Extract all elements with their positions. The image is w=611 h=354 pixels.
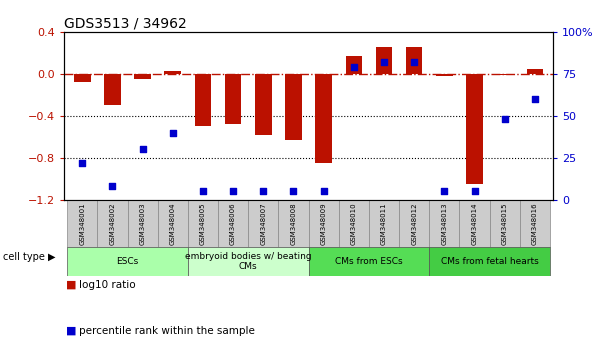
Text: GSM348005: GSM348005 — [200, 202, 206, 245]
Text: GSM348014: GSM348014 — [472, 202, 478, 245]
Text: GSM348015: GSM348015 — [502, 202, 508, 245]
Bar — [520, 200, 550, 247]
Bar — [369, 200, 399, 247]
Text: CMs from ESCs: CMs from ESCs — [335, 257, 403, 266]
Bar — [97, 200, 128, 247]
Bar — [188, 247, 309, 276]
Bar — [134, 74, 151, 79]
Bar — [188, 200, 218, 247]
Text: GSM348001: GSM348001 — [79, 202, 86, 245]
Point — [78, 160, 87, 166]
Text: percentile rank within the sample: percentile rank within the sample — [79, 326, 255, 336]
Text: GSM348011: GSM348011 — [381, 202, 387, 245]
Bar — [67, 200, 97, 247]
Point — [137, 147, 147, 152]
Bar — [158, 200, 188, 247]
Point — [439, 189, 449, 194]
Bar — [406, 47, 422, 74]
Text: GSM348006: GSM348006 — [230, 202, 236, 245]
Bar — [436, 74, 453, 76]
Point — [470, 189, 480, 194]
Point — [349, 64, 359, 70]
Bar — [459, 200, 489, 247]
Bar — [128, 200, 158, 247]
Bar — [225, 74, 241, 124]
Text: GSM348010: GSM348010 — [351, 202, 357, 245]
Bar — [430, 200, 459, 247]
Text: GSM348004: GSM348004 — [170, 202, 176, 245]
Text: log10 ratio: log10 ratio — [79, 280, 136, 290]
Point — [500, 116, 510, 122]
Text: GSM348007: GSM348007 — [260, 202, 266, 245]
Bar — [309, 200, 338, 247]
Text: CMs from fetal hearts: CMs from fetal hearts — [441, 257, 538, 266]
Bar — [338, 200, 369, 247]
Bar — [496, 74, 513, 75]
Text: ESCs: ESCs — [116, 257, 139, 266]
Point — [168, 130, 178, 136]
Bar — [218, 200, 248, 247]
Text: embryoid bodies w/ beating
CMs: embryoid bodies w/ beating CMs — [185, 252, 312, 271]
Point — [530, 96, 540, 102]
Bar — [164, 71, 181, 74]
Text: GSM348003: GSM348003 — [139, 202, 145, 245]
Point — [379, 59, 389, 65]
Bar — [345, 56, 362, 74]
Bar — [255, 74, 272, 135]
Bar — [430, 247, 550, 276]
Bar — [279, 200, 309, 247]
Bar — [527, 69, 543, 74]
Bar — [104, 74, 121, 105]
Point — [258, 189, 268, 194]
Bar — [195, 74, 211, 126]
Bar — [309, 247, 430, 276]
Bar — [399, 200, 430, 247]
Point — [288, 189, 298, 194]
Point — [108, 183, 117, 189]
Text: cell type ▶: cell type ▶ — [3, 252, 56, 262]
Text: ■: ■ — [66, 326, 76, 336]
Bar — [466, 74, 483, 184]
Bar — [376, 47, 392, 74]
Point — [409, 59, 419, 65]
Text: GSM348013: GSM348013 — [441, 202, 447, 245]
Text: GSM348016: GSM348016 — [532, 202, 538, 245]
Text: GSM348008: GSM348008 — [290, 202, 296, 245]
Point — [229, 189, 238, 194]
Bar — [248, 200, 279, 247]
Bar — [315, 74, 332, 163]
Bar — [489, 200, 520, 247]
Text: GSM348009: GSM348009 — [321, 202, 327, 245]
Text: GSM348012: GSM348012 — [411, 202, 417, 245]
Point — [319, 189, 329, 194]
Text: ■: ■ — [66, 280, 76, 290]
Point — [198, 189, 208, 194]
Bar — [67, 247, 188, 276]
Text: GDS3513 / 34962: GDS3513 / 34962 — [64, 17, 187, 31]
Bar — [74, 74, 90, 82]
Bar — [285, 74, 302, 140]
Text: GSM348002: GSM348002 — [109, 202, 115, 245]
